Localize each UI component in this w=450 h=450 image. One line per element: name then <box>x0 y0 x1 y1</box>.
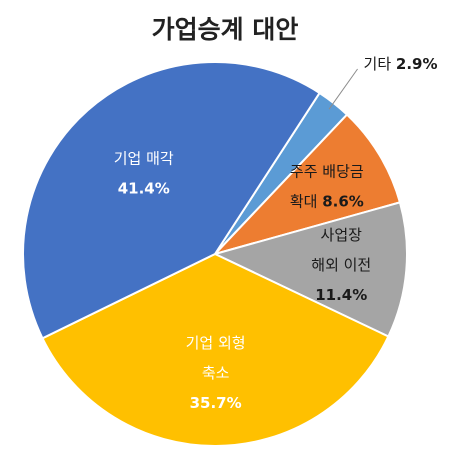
slice-dividend <box>211 113 402 256</box>
label-other-name: 기타 <box>364 55 396 73</box>
label-downsize-pct: 35.7% <box>190 394 242 412</box>
label-downsize-line-1: 축소 <box>202 364 230 382</box>
label-dividend-line-0: 주주 배당금 <box>290 163 364 181</box>
slice-downsize <box>41 252 390 447</box>
label-other-pct: 2.9% <box>396 55 438 73</box>
label-overseas-line-0: 사업장 <box>321 226 363 244</box>
label-other: 기타 2.9% <box>364 55 438 73</box>
label-sale: 기업 매각 41.4% <box>114 150 174 198</box>
label-sale-line-0: 기업 매각 <box>114 150 174 168</box>
label-downsize-line-0: 기업 외형 <box>186 334 246 352</box>
chart-title: 가업승계 대안 <box>151 15 299 44</box>
label-sale-pct: 41.4% <box>118 180 170 198</box>
label-dividend-pct: 8.6% <box>322 193 364 211</box>
label-overseas-pct: 11.4% <box>315 286 367 304</box>
pie-slices <box>22 61 408 447</box>
leader-line-other <box>328 68 358 110</box>
label-overseas-line-1: 해외 이전 <box>311 256 371 274</box>
slice-sale <box>22 61 321 340</box>
slice-overseas <box>212 201 408 338</box>
pie-leader-lines <box>328 68 358 110</box>
label-dividend-line-1: 확대 <box>290 193 322 211</box>
